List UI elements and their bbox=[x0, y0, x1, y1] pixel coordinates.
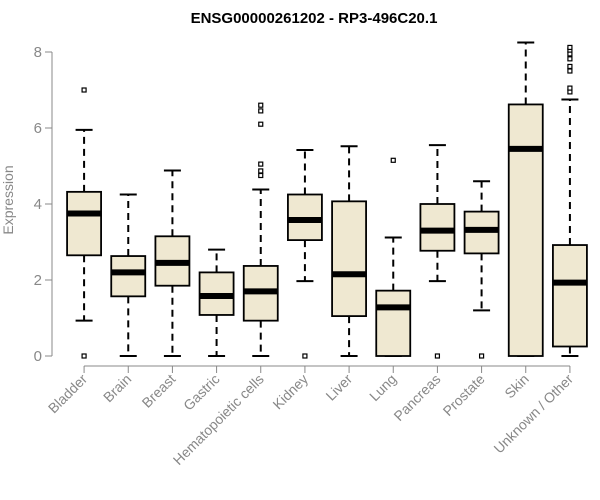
x-tick-label: Skin bbox=[501, 371, 532, 402]
box-breast bbox=[154, 169, 191, 357]
outlier-point bbox=[434, 353, 441, 359]
outlier-point bbox=[81, 353, 87, 359]
outlier-point bbox=[302, 353, 308, 359]
box-kidney bbox=[287, 149, 323, 359]
box-pancreas bbox=[419, 144, 456, 359]
outlier-point bbox=[567, 85, 573, 91]
outlier-point bbox=[567, 63, 573, 70]
outlier-point bbox=[81, 87, 87, 93]
y-tick-label: 6 bbox=[34, 120, 42, 137]
outlier-point bbox=[478, 353, 485, 359]
x-tick-label: Brain bbox=[100, 371, 134, 405]
box-iqr bbox=[419, 203, 456, 252]
x-tick-label: Kidney bbox=[269, 371, 311, 413]
x-tick-label: Lung bbox=[366, 371, 399, 404]
y-tick-label: 4 bbox=[34, 196, 42, 213]
box-gastric bbox=[198, 248, 235, 357]
y-tick-label: 2 bbox=[34, 272, 42, 289]
box-liver bbox=[331, 145, 367, 357]
outlier-point bbox=[567, 44, 573, 51]
chart-title: ENSG00000261202 - RP3-496C20.1 bbox=[191, 10, 438, 27]
x-tick-label: Prostate bbox=[440, 371, 488, 419]
x-tick-label: Unknown / Other bbox=[490, 371, 576, 457]
box-series bbox=[66, 41, 588, 359]
box-iqr bbox=[66, 190, 102, 257]
box-brain bbox=[110, 193, 147, 357]
y-tick-label: 8 bbox=[34, 44, 42, 61]
box-lung bbox=[375, 157, 412, 357]
x-tick-label: Liver bbox=[322, 371, 355, 404]
outlier-point bbox=[567, 56, 573, 62]
outlier-point bbox=[258, 108, 264, 114]
y-axis-label: Expression bbox=[0, 165, 16, 234]
y-tick-label: 0 bbox=[34, 348, 42, 365]
outlier-point bbox=[258, 102, 264, 108]
box-unknown-other bbox=[552, 44, 588, 357]
y-axis: 0 2 4 6 8 bbox=[34, 44, 53, 365]
x-tick-label: Pancreas bbox=[390, 371, 443, 424]
x-tick-label: Breast bbox=[139, 371, 179, 411]
outlier-point bbox=[390, 157, 396, 163]
box-prostate bbox=[463, 180, 500, 359]
outlier-point bbox=[258, 121, 264, 127]
box-bladder bbox=[66, 87, 102, 359]
x-tick-label: Bladder bbox=[45, 371, 91, 417]
outlier-point bbox=[258, 168, 264, 174]
box-hematopoietic-cells bbox=[242, 102, 279, 357]
outlier-point bbox=[567, 68, 573, 74]
box-iqr bbox=[331, 200, 367, 317]
x-tick-label: Gastric bbox=[180, 371, 223, 414]
box-iqr bbox=[507, 103, 544, 357]
outlier-point bbox=[258, 161, 264, 167]
box-iqr bbox=[552, 244, 588, 348]
box-skin bbox=[507, 41, 544, 357]
box-iqr bbox=[375, 289, 412, 357]
box-iqr bbox=[110, 255, 147, 298]
outlier-point bbox=[258, 172, 264, 179]
